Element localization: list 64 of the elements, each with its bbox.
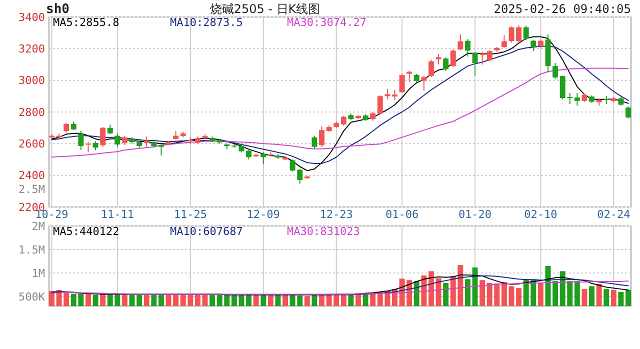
candlestick — [530, 39, 536, 52]
candlestick — [486, 50, 492, 62]
x-tick-label: 02-24 — [597, 208, 631, 221]
x-tick-label: 01-06 — [385, 208, 419, 221]
candlestick — [122, 135, 128, 146]
candlestick — [574, 92, 580, 106]
candlestick — [319, 126, 324, 148]
candlestick — [552, 62, 558, 80]
candlestick — [392, 89, 398, 101]
candlestick — [340, 115, 346, 126]
x-tick-label: 11-11 — [100, 208, 134, 221]
y-tick-label: 3000 — [18, 74, 45, 88]
x-tick-label: 01-20 — [458, 208, 492, 221]
candlestick — [114, 132, 120, 148]
y-tick-label: 3400 — [18, 10, 45, 24]
candlestick — [464, 38, 470, 58]
text: MA30:831023 — [287, 225, 360, 238]
text: MA10:2873.5 — [170, 16, 243, 29]
y-tick-label: 2400 — [18, 169, 45, 182]
line-series — [51, 68, 629, 158]
candlestick — [472, 51, 478, 77]
candlestick — [399, 72, 405, 94]
candlestick — [501, 34, 507, 48]
candlestick — [158, 144, 164, 156]
text: MA30:3074.27 — [287, 16, 366, 29]
candlestick — [516, 24, 522, 43]
candlestick — [443, 56, 449, 72]
candlestick — [246, 150, 252, 160]
chart-title: 烧碱2505 - 日K线图 — [210, 2, 320, 16]
candlestick — [377, 94, 383, 115]
x-tick-label: 12-23 — [320, 208, 353, 221]
text: MA10:607687 — [170, 225, 243, 238]
candlestick — [100, 126, 106, 148]
y-tick-label: 1M — [32, 266, 46, 280]
candlestick — [480, 51, 486, 65]
x-tick-label: 12-09 — [246, 208, 280, 221]
chart-subtitle: 2025-02-26 09:40:05 — [494, 2, 631, 16]
candlestick — [260, 152, 266, 165]
candlestick — [421, 75, 427, 92]
candlestick — [64, 122, 70, 134]
text: 2.5M — [18, 183, 46, 196]
candlestick — [523, 25, 529, 40]
y-tick-label: 2600 — [18, 138, 45, 151]
y-tick-label: 2M — [32, 220, 46, 233]
text: MA5:2855.8 — [53, 16, 120, 29]
candlestick — [78, 130, 84, 150]
line-series — [51, 280, 629, 295]
candlestick — [312, 135, 318, 149]
x-tick-label: 02-10 — [524, 208, 558, 221]
y-tick-label: 2800 — [18, 106, 45, 119]
candlestick — [626, 106, 631, 119]
candlestick — [144, 136, 150, 148]
candlestick — [428, 59, 434, 78]
candlestick — [107, 124, 113, 135]
candlestick — [85, 142, 91, 153]
candlestick — [436, 54, 442, 65]
candlestick — [458, 34, 464, 51]
y-tick-label: 500K — [18, 290, 46, 304]
annotation: sh0 — [46, 2, 70, 17]
y-tick-label: 3200 — [18, 42, 45, 56]
y-tick-label: 1.5M — [18, 243, 46, 256]
text: MA5:440122 — [53, 225, 120, 238]
candlestick — [450, 48, 456, 68]
x-tick-label: 11-25 — [174, 208, 207, 221]
